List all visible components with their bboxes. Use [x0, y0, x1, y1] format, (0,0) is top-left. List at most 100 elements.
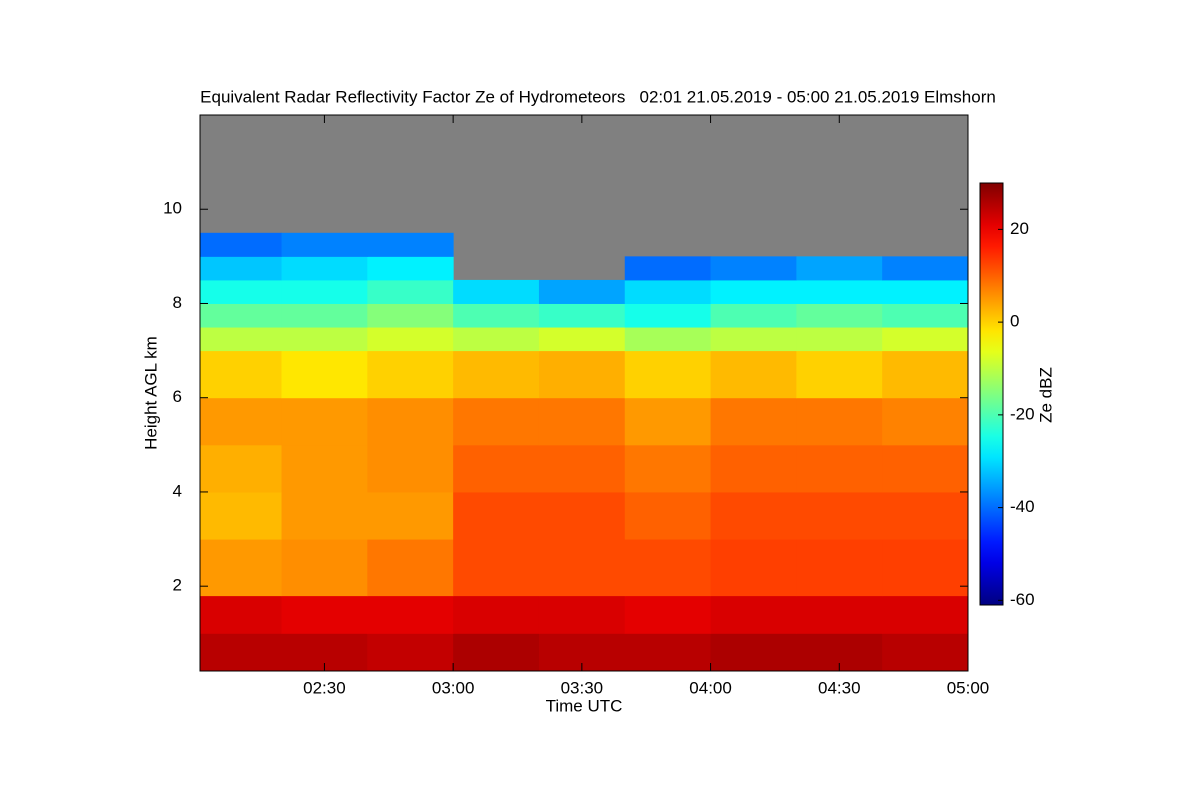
heatmap-cell — [710, 595, 797, 634]
x-tick-label: 04:30 — [818, 678, 861, 697]
heatmap-cell — [281, 232, 368, 257]
y-axis-label: Height AGL km — [141, 336, 160, 450]
heatmap-cell — [624, 397, 712, 446]
colorbar-tick-label: 0 — [1010, 312, 1019, 331]
heatmap-cell — [624, 279, 712, 304]
heatmap-cell — [281, 595, 368, 634]
heatmap-cell — [367, 350, 454, 399]
heatmap-cell — [710, 397, 797, 446]
heatmap-cell — [200, 350, 283, 399]
heatmap-cell — [796, 256, 883, 281]
heatmap-cell — [710, 327, 797, 352]
heatmap-cell — [624, 303, 712, 328]
heatmap-cell — [796, 539, 883, 597]
heatmap-cell — [538, 444, 626, 493]
heatmap-cell — [882, 350, 969, 399]
heatmap-cell — [281, 303, 368, 328]
colorbar-tick-label: -40 — [1010, 497, 1035, 516]
heatmap-cell — [367, 303, 454, 328]
heatmap-cell — [453, 633, 540, 672]
heatmap-cell — [538, 595, 626, 634]
heatmap-cell — [281, 444, 368, 493]
heatmap-cell — [367, 491, 454, 540]
heatmap-cell — [281, 350, 368, 399]
heatmap-cell — [453, 397, 540, 446]
heatmap-cell — [453, 327, 540, 352]
heatmap-cell — [200, 397, 283, 446]
colorbar — [979, 182, 1004, 606]
heatmap-cell — [200, 539, 283, 597]
heatmap-cell — [200, 633, 283, 672]
heatmap-cell — [710, 539, 797, 597]
heatmap-cell — [538, 279, 626, 304]
heatmap-cell — [538, 303, 626, 328]
heatmap-cell — [624, 350, 712, 399]
heatmap-cell — [796, 397, 883, 446]
heatmap-cell — [882, 256, 969, 281]
x-tick-label: 04:00 — [689, 678, 732, 697]
heatmap-cell — [624, 444, 712, 493]
heatmap-cell — [882, 397, 969, 446]
heatmap-cell — [796, 444, 883, 493]
heatmap-cell — [200, 232, 283, 257]
heatmap-cell — [453, 444, 540, 493]
heatmap-cell — [538, 397, 626, 446]
heatmap-cell — [200, 444, 283, 493]
heatmap-cell — [453, 303, 540, 328]
heatmap-cell — [796, 303, 883, 328]
heatmap-cell — [200, 279, 283, 304]
heatmap-cell — [367, 539, 454, 597]
heatmap-cell — [281, 397, 368, 446]
heatmap-cell — [538, 350, 626, 399]
heatmap-cell — [538, 327, 626, 352]
x-axis-label: Time UTC — [546, 696, 623, 715]
heatmap-cell — [710, 444, 797, 493]
heatmap-cell — [367, 279, 454, 304]
heatmap-cell — [367, 327, 454, 352]
heatmap-cell — [538, 539, 626, 597]
x-tick-label: 03:00 — [432, 678, 475, 697]
heatmap-cell — [624, 595, 712, 634]
heatmap-cell — [710, 491, 797, 540]
heatmap-cell — [538, 491, 626, 540]
x-tick-label: 02:30 — [303, 678, 346, 697]
heatmap-cell — [796, 350, 883, 399]
heatmap-cell — [796, 279, 883, 304]
heatmap-cell — [281, 256, 368, 281]
heatmap-cell — [882, 539, 969, 597]
colorbar-tick-label: 20 — [1010, 219, 1029, 238]
colorbar-label: Ze dBZ — [1036, 367, 1055, 423]
heatmap-cell — [453, 539, 540, 597]
heatmap-cell — [624, 539, 712, 597]
heatmap-cell — [200, 327, 283, 352]
heatmap-cell — [710, 279, 797, 304]
heatmap-cell — [796, 327, 883, 352]
heatmap-cell — [281, 279, 368, 304]
heatmap-cell — [882, 327, 969, 352]
heatmap-cell — [796, 491, 883, 540]
heatmap-cell — [453, 595, 540, 634]
heatmap-cell — [882, 303, 969, 328]
y-tick-label: 6 — [173, 387, 182, 406]
heatmap-cell — [453, 279, 540, 304]
heatmap-cell — [710, 303, 797, 328]
heatmap-cell — [624, 256, 712, 281]
heatmap-cell — [710, 633, 797, 672]
heatmap-cell — [882, 444, 969, 493]
chart-title: Equivalent Radar Reflectivity Factor Ze … — [200, 87, 996, 106]
heatmap-cell — [281, 491, 368, 540]
y-tick-label: 2 — [173, 576, 182, 595]
heatmap-cell — [367, 256, 454, 281]
heatmap-cell — [200, 256, 283, 281]
plot-frame — [199, 114, 969, 672]
heatmap-cell — [882, 595, 969, 634]
heatmap-cell — [200, 491, 283, 540]
heatmap-cell — [453, 491, 540, 540]
heatmap-cell — [281, 327, 368, 352]
heatmap-cell — [367, 232, 454, 257]
heatmap-cell — [710, 350, 797, 399]
heatmap-cell — [367, 595, 454, 634]
heatmap-cell — [624, 327, 712, 352]
